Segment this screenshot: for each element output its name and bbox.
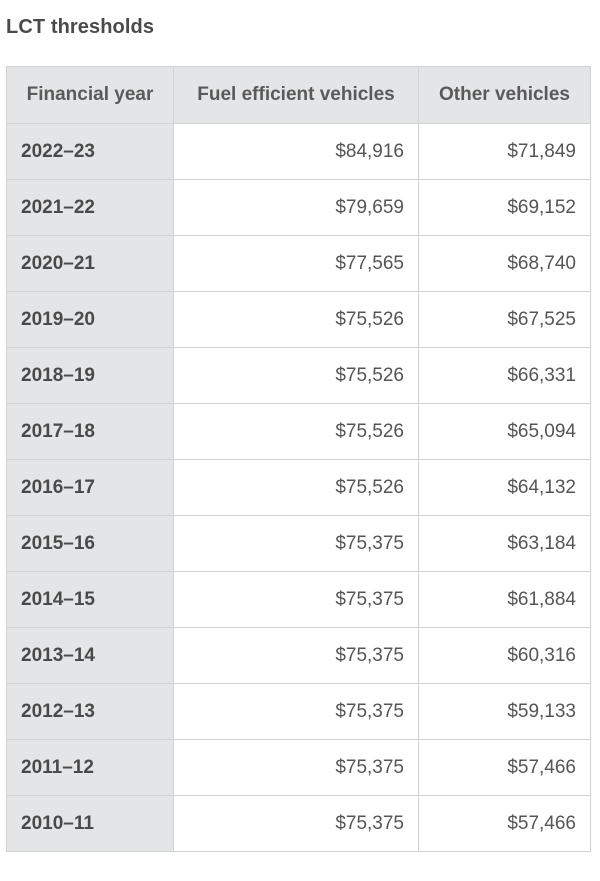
fuel-efficient-threshold-cell: $79,659 (173, 179, 419, 236)
other-vehicles-threshold-cell: $71,849 (418, 123, 591, 180)
table-row: 2022–23 $84,916 $71,849 (6, 123, 591, 180)
other-vehicles-threshold-cell: $61,884 (418, 571, 591, 628)
financial-year-cell: 2010–11 (6, 795, 174, 852)
table-row: 2013–14 $75,375 $60,316 (6, 627, 591, 684)
financial-year-cell: 2012–13 (6, 683, 174, 740)
table-row: 2021–22 $79,659 $69,152 (6, 179, 591, 236)
fuel-efficient-threshold-cell: $75,526 (173, 403, 419, 460)
other-vehicles-threshold-cell: $60,316 (418, 627, 591, 684)
fuel-efficient-threshold-cell: $75,375 (173, 739, 419, 796)
fuel-efficient-threshold-cell: $75,526 (173, 459, 419, 516)
other-vehicles-threshold-cell: $66,331 (418, 347, 591, 404)
fuel-efficient-threshold-cell: $75,375 (173, 627, 419, 684)
table-header: Financial year Fuel efficient vehicles O… (6, 66, 591, 124)
financial-year-cell: 2014–15 (6, 571, 174, 628)
financial-year-cell: 2022–23 (6, 123, 174, 180)
other-vehicles-threshold-cell: $65,094 (418, 403, 591, 460)
fuel-efficient-threshold-cell: $75,526 (173, 291, 419, 348)
other-vehicles-threshold-cell: $67,525 (418, 291, 591, 348)
header-other-vehicles: Other vehicles (418, 66, 591, 124)
table-row: 2010–11 $75,375 $57,466 (6, 795, 591, 852)
financial-year-cell: 2017–18 (6, 403, 174, 460)
other-vehicles-threshold-cell: $57,466 (418, 739, 591, 796)
table-row: 2018–19 $75,526 $66,331 (6, 347, 591, 404)
lct-thresholds-table: Financial year Fuel efficient vehicles O… (6, 66, 591, 852)
table-row: 2015–16 $75,375 $63,184 (6, 515, 591, 572)
fuel-efficient-threshold-cell: $75,375 (173, 571, 419, 628)
financial-year-cell: 2015–16 (6, 515, 174, 572)
financial-year-cell: 2016–17 (6, 459, 174, 516)
table-body: 2022–23 $84,916 $71,849 2021–22 $79,659 $69,1… (6, 123, 591, 852)
table-row: 2017–18 $75,526 $65,094 (6, 403, 591, 460)
table-row: 2019–20 $75,526 $67,525 (6, 291, 591, 348)
other-vehicles-threshold-cell: $63,184 (418, 515, 591, 572)
table-row: 2011–12 $75,375 $57,466 (6, 739, 591, 796)
header-financial-year: Financial year (6, 66, 174, 124)
other-vehicles-threshold-cell: $64,132 (418, 459, 591, 516)
table-row: 2016–17 $75,526 $64,132 (6, 459, 591, 516)
header-fuel-efficient-vehicles: Fuel efficient vehicles (173, 66, 419, 124)
financial-year-cell: 2019–20 (6, 291, 174, 348)
table-row: 2020–21 $77,565 $68,740 (6, 235, 591, 292)
financial-year-cell: 2021–22 (6, 179, 174, 236)
other-vehicles-threshold-cell: $68,740 (418, 235, 591, 292)
fuel-efficient-threshold-cell: $77,565 (173, 235, 419, 292)
financial-year-cell: 2011–12 (6, 739, 174, 796)
fuel-efficient-threshold-cell: $75,375 (173, 683, 419, 740)
financial-year-cell: 2020–21 (6, 235, 174, 292)
fuel-efficient-threshold-cell: $75,375 (173, 795, 419, 852)
table-row: 2012–13 $75,375 $59,133 (6, 683, 591, 740)
lct-thresholds-table-container: Financial year Fuel efficient vehicles O… (6, 66, 591, 852)
other-vehicles-threshold-cell: $57,466 (418, 795, 591, 852)
header-row: Financial year Fuel efficient vehicles O… (6, 66, 591, 124)
financial-year-cell: 2013–14 (6, 627, 174, 684)
page-title: LCT thresholds (6, 16, 155, 38)
table-row: 2014–15 $75,375 $61,884 (6, 571, 591, 628)
fuel-efficient-threshold-cell: $75,526 (173, 347, 419, 404)
fuel-efficient-threshold-cell: $75,375 (173, 515, 419, 572)
other-vehicles-threshold-cell: $69,152 (418, 179, 591, 236)
other-vehicles-threshold-cell: $59,133 (418, 683, 591, 740)
fuel-efficient-threshold-cell: $84,916 (173, 123, 419, 180)
financial-year-cell: 2018–19 (6, 347, 174, 404)
